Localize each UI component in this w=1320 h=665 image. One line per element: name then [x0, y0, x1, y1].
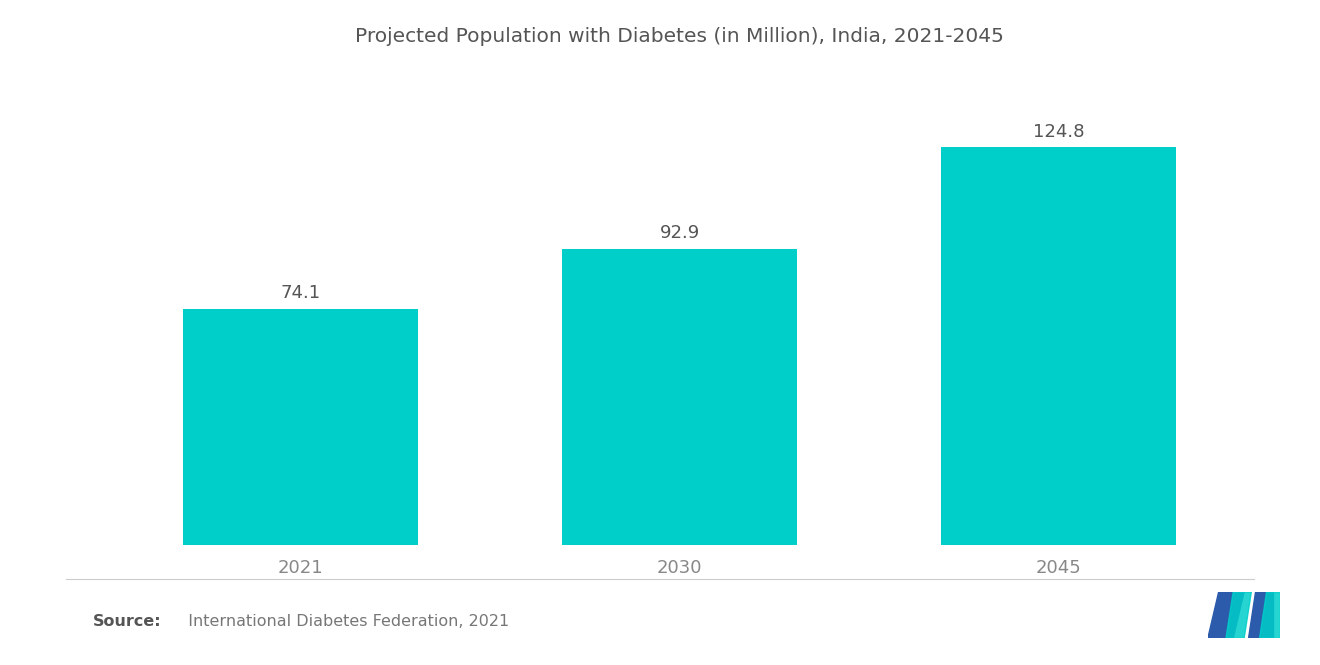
Polygon shape	[1226, 592, 1251, 638]
Bar	[941, 147, 1176, 545]
Text: Source:: Source:	[92, 614, 161, 629]
Polygon shape	[1247, 592, 1272, 638]
Polygon shape	[1208, 592, 1243, 638]
Bar	[562, 249, 797, 545]
Bar	[183, 309, 418, 545]
Text: 92.9: 92.9	[660, 224, 700, 242]
Text: 124.8: 124.8	[1034, 122, 1085, 140]
Text: International Diabetes Federation, 2021: International Diabetes Federation, 2021	[178, 614, 510, 629]
Text: 74.1: 74.1	[281, 285, 321, 303]
Polygon shape	[1259, 592, 1280, 638]
Title: Projected Population with Diabetes (in Million), India, 2021-2045: Projected Population with Diabetes (in M…	[355, 27, 1005, 45]
